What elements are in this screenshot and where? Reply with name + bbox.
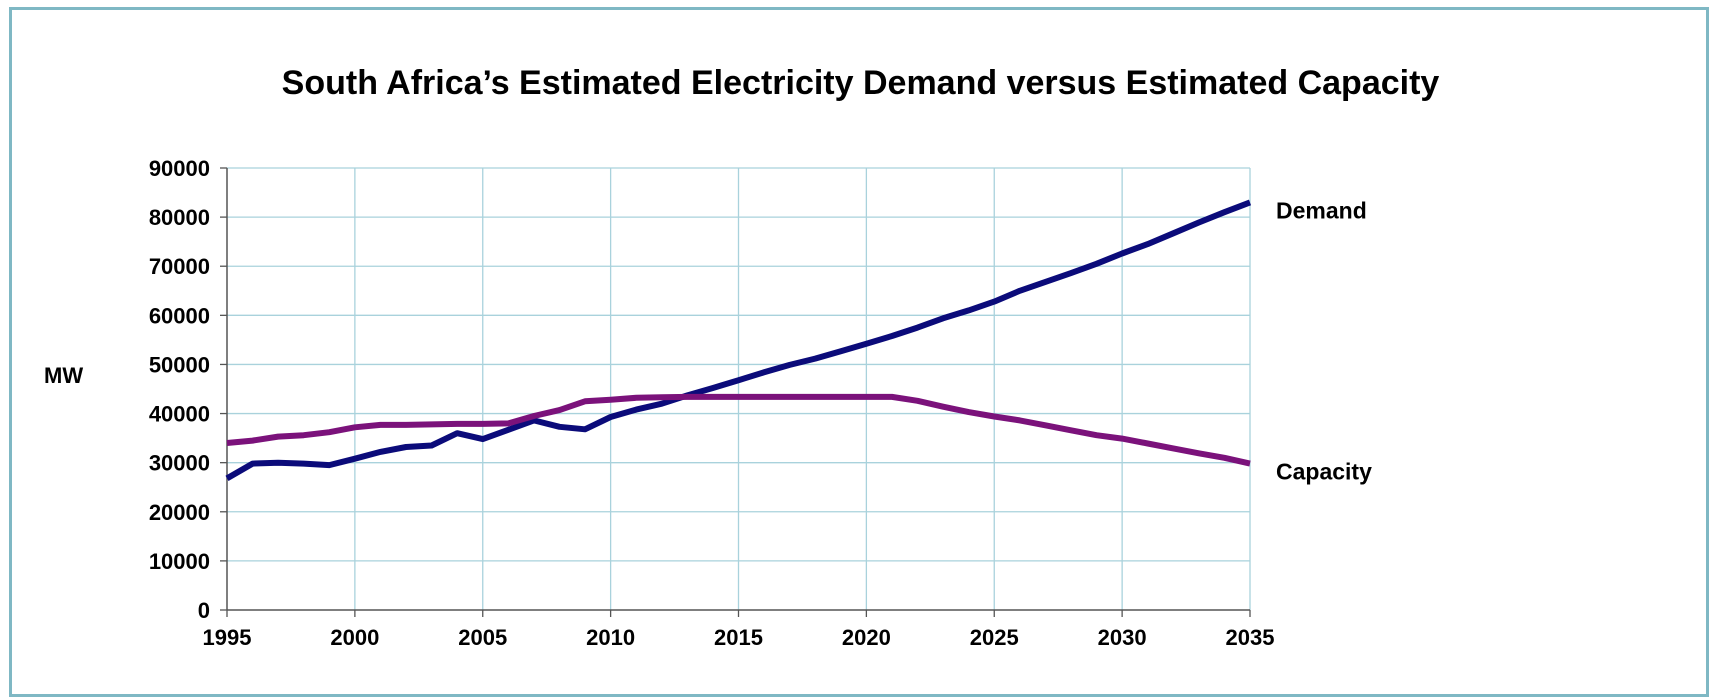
- y-tick-label: 60000: [149, 303, 210, 328]
- y-axis-tick-labels: 0 10000 20000 30000 40000 50000 60000 70000 8000…: [149, 156, 210, 623]
- y-tick-label: 0: [198, 598, 210, 623]
- grid-lines: [227, 167, 1251, 610]
- y-tick-label: 40000: [149, 402, 210, 427]
- series-labels: Demand Capacity: [1276, 197, 1372, 484]
- capacity-series-label: Capacity: [1276, 459, 1372, 485]
- series-lines: [225, 199, 1252, 481]
- x-tick-label: 2015: [714, 625, 763, 650]
- line-chart: 0 10000 20000 30000 40000 50000 60000 70000 8000…: [44, 156, 1372, 650]
- y-tick-label: 90000: [149, 156, 210, 181]
- y-tick-label: 70000: [149, 254, 210, 279]
- y-tick-label: 50000: [149, 352, 210, 377]
- demand-series-line: [225, 199, 1252, 481]
- x-axis-tick-labels: 1995 2000 2005 2010 2015 2020 2025 2030 2035: [203, 625, 1275, 650]
- y-tick-label: 30000: [149, 451, 210, 476]
- x-tick-label: 2020: [842, 625, 891, 650]
- y-tick-label: 80000: [149, 205, 210, 230]
- axes: [220, 167, 1251, 617]
- x-tick-label: 2030: [1098, 625, 1147, 650]
- x-tick-label: 2000: [330, 625, 379, 650]
- y-axis-label: MW: [44, 363, 83, 388]
- chart-title: South Africa’s Estimated Electricity Dem…: [281, 64, 1440, 102]
- y-tick-label: 10000: [149, 549, 210, 574]
- x-tick-label: 1995: [203, 625, 252, 650]
- demand-series-label: Demand: [1276, 197, 1367, 223]
- y-tick-label: 20000: [149, 500, 210, 525]
- x-tick-label: 2010: [586, 625, 635, 650]
- x-tick-label: 2005: [458, 625, 507, 650]
- x-tick-label: 2025: [970, 625, 1019, 650]
- capacity-series-line: [226, 393, 1251, 467]
- slide-frame: [9, 7, 1709, 697]
- x-tick-label: 2035: [1226, 625, 1275, 650]
